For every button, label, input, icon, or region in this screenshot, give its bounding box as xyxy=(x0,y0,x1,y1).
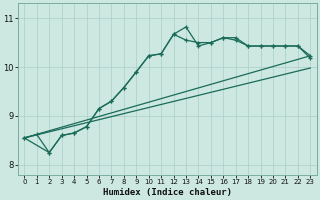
X-axis label: Humidex (Indice chaleur): Humidex (Indice chaleur) xyxy=(103,188,232,197)
